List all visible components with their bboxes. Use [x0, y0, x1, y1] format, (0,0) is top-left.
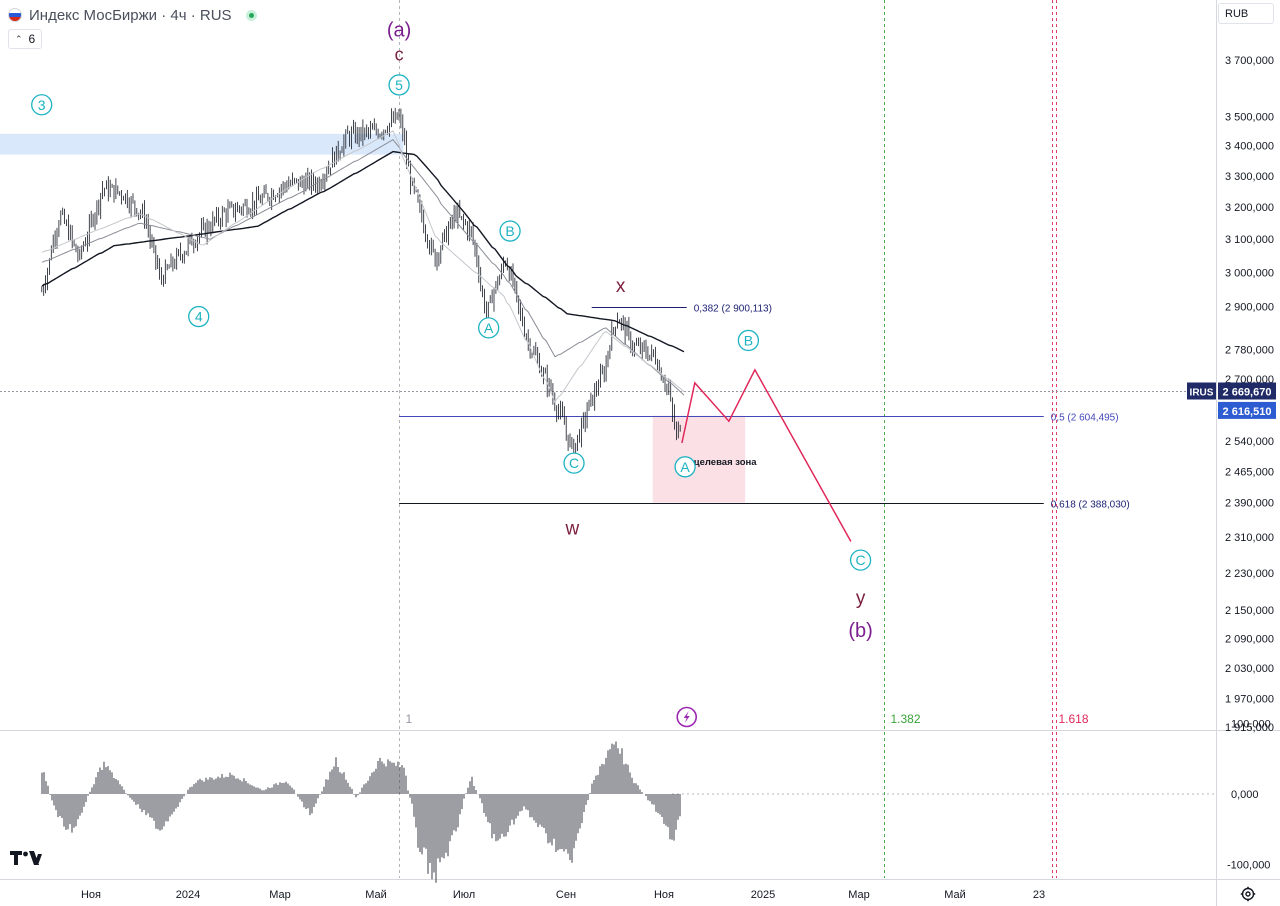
- fib-level-label-2: 0,5 (2 604,495): [1051, 413, 1119, 424]
- wave-label-circle-3: [388, 74, 410, 96]
- indicator-count: 6: [28, 32, 36, 46]
- fib-level-label-3: 0,618 (2 388,030): [1051, 500, 1130, 511]
- time-tick-label-5: Июл: [453, 889, 475, 901]
- market-open-indicator-icon: [245, 9, 257, 21]
- wave-projection-path: [681, 368, 852, 542]
- moving-average-3: [41, 130, 685, 403]
- price-tick-label-3: 3 400,000: [1225, 141, 1274, 153]
- last-value-tag-bg: [1218, 401, 1276, 419]
- indicators-toggle-button[interactable]: ⌃ 6: [8, 29, 43, 49]
- price-tick-label-11: 2 540,000: [1225, 436, 1274, 448]
- price-tick-label-6: 3 100,000: [1225, 234, 1274, 246]
- oscillator-tick-label-2: 0,000: [1231, 789, 1259, 801]
- time-marker-label-1: 1: [406, 712, 413, 726]
- resistance-zone: [0, 133, 404, 155]
- symbol-value-tag-bg: [1218, 382, 1276, 400]
- price-tick-label-4: 3 300,000: [1225, 171, 1274, 183]
- wave-label-circle-4: [31, 94, 53, 116]
- tradingview-logo-icon: [10, 850, 42, 871]
- lightning-bolt-glyph: [683, 711, 690, 723]
- wave-label-1: (a): [387, 19, 411, 41]
- price-tick-label-9: 2 780,000: [1225, 345, 1274, 357]
- price-tick-label-5: 3 200,000: [1225, 202, 1274, 214]
- oscillator-histogram: [41, 741, 681, 883]
- wave-label-5: 4: [195, 309, 203, 325]
- wave-label-8: C: [569, 455, 579, 471]
- chevron-up-icon: ⌃: [15, 33, 23, 44]
- time-tick-label-6: Сен: [556, 889, 576, 901]
- price-tick-label-14: 2 310,000: [1225, 532, 1274, 544]
- symbol-tag: IRUS: [1190, 388, 1214, 399]
- wave-label-12: B: [744, 332, 753, 348]
- currency-label: RUB: [1225, 7, 1249, 20]
- wave-label-11: A: [680, 459, 690, 475]
- price-tick-label-20: 1 915,000: [1225, 722, 1274, 734]
- time-tick-label-11: 23: [1033, 889, 1045, 901]
- wave-label-circle-11: [674, 456, 696, 478]
- wave-label-15: (b): [848, 620, 872, 642]
- target-zone-label: целевая зона: [694, 457, 758, 468]
- price-tick-label-2: 3 500,000: [1225, 111, 1274, 123]
- time-marker-label-3: 1.618: [1059, 712, 1089, 726]
- symbol-tag-bg: [1187, 382, 1216, 400]
- moving-average-2: [41, 139, 685, 396]
- wave-label-7: A: [484, 320, 494, 336]
- time-tick-label-10: Май: [944, 889, 966, 901]
- price-tick-label-1: 3 700,000: [1225, 55, 1274, 67]
- wave-label-3: 5: [395, 77, 403, 93]
- time-tick-label-7: Ноя: [654, 889, 674, 901]
- price-tick-label-19: 1 970,000: [1225, 693, 1274, 705]
- wave-label-13: C: [856, 552, 866, 568]
- time-tick-label-9: Мар: [848, 889, 870, 901]
- price-tick-label-13: 2 390,000: [1225, 498, 1274, 510]
- time-tick-label-8: 2025: [751, 889, 775, 901]
- wave-label-6: B: [505, 223, 514, 239]
- price-tick-label-17: 2 090,000: [1225, 633, 1274, 645]
- wave-label-14: y: [856, 588, 866, 609]
- wave-label-circle-6: [499, 220, 521, 242]
- wave-label-circle-13: [849, 549, 872, 571]
- time-tick-label-2: 2024: [176, 889, 200, 901]
- target-zone: [652, 415, 746, 503]
- oscillator-tick-label-3: -100,000: [1227, 860, 1270, 872]
- wave-label-circle-8: [563, 452, 585, 474]
- fib-level-label-1: 0,382 (2 900,113): [694, 304, 772, 315]
- price-tick-label-8: 2 900,000: [1225, 302, 1274, 314]
- price-tick-label-7: 3 000,000: [1225, 267, 1274, 279]
- wave-label-2: c: [395, 45, 404, 65]
- time-tick-label-4: Май: [365, 889, 387, 901]
- price-tick-label-12: 2 465,000: [1225, 466, 1274, 478]
- price-tick-label-18: 2 030,000: [1225, 663, 1274, 675]
- moving-average-1: [41, 150, 685, 353]
- time-marker-label-2: 1.382: [891, 712, 921, 726]
- time-tick-label-3: Мар: [269, 889, 291, 901]
- price-tick-label-16: 2 150,000: [1225, 605, 1274, 617]
- symbol-title[interactable]: Индекс МосБиржи · 4ч · RUS: [29, 6, 232, 24]
- chart-header: Индекс МосБиржи · 4ч · RUS: [8, 5, 257, 25]
- settings-gear-icon[interactable]: [1239, 885, 1257, 903]
- oscillator-tick-label-1: 100,000: [1231, 718, 1271, 730]
- symbol-value-tag: 2 669,670: [1223, 387, 1272, 399]
- wave-label-9: x: [616, 276, 626, 297]
- currency-selector[interactable]: RUB: [1218, 3, 1274, 24]
- wave-label-4: 3: [38, 97, 46, 113]
- wave-label-circle-7: [478, 317, 500, 339]
- last-value-tag: 2 616,510: [1223, 406, 1272, 418]
- wave-label-circle-12: [737, 329, 760, 352]
- price-tick-label-15: 2 230,000: [1225, 568, 1274, 580]
- wave-label-10: w: [565, 518, 580, 539]
- wave-label-circle-5: [188, 305, 210, 328]
- russia-flag-icon: [8, 8, 22, 22]
- time-tick-label-1: Ноя: [81, 889, 101, 901]
